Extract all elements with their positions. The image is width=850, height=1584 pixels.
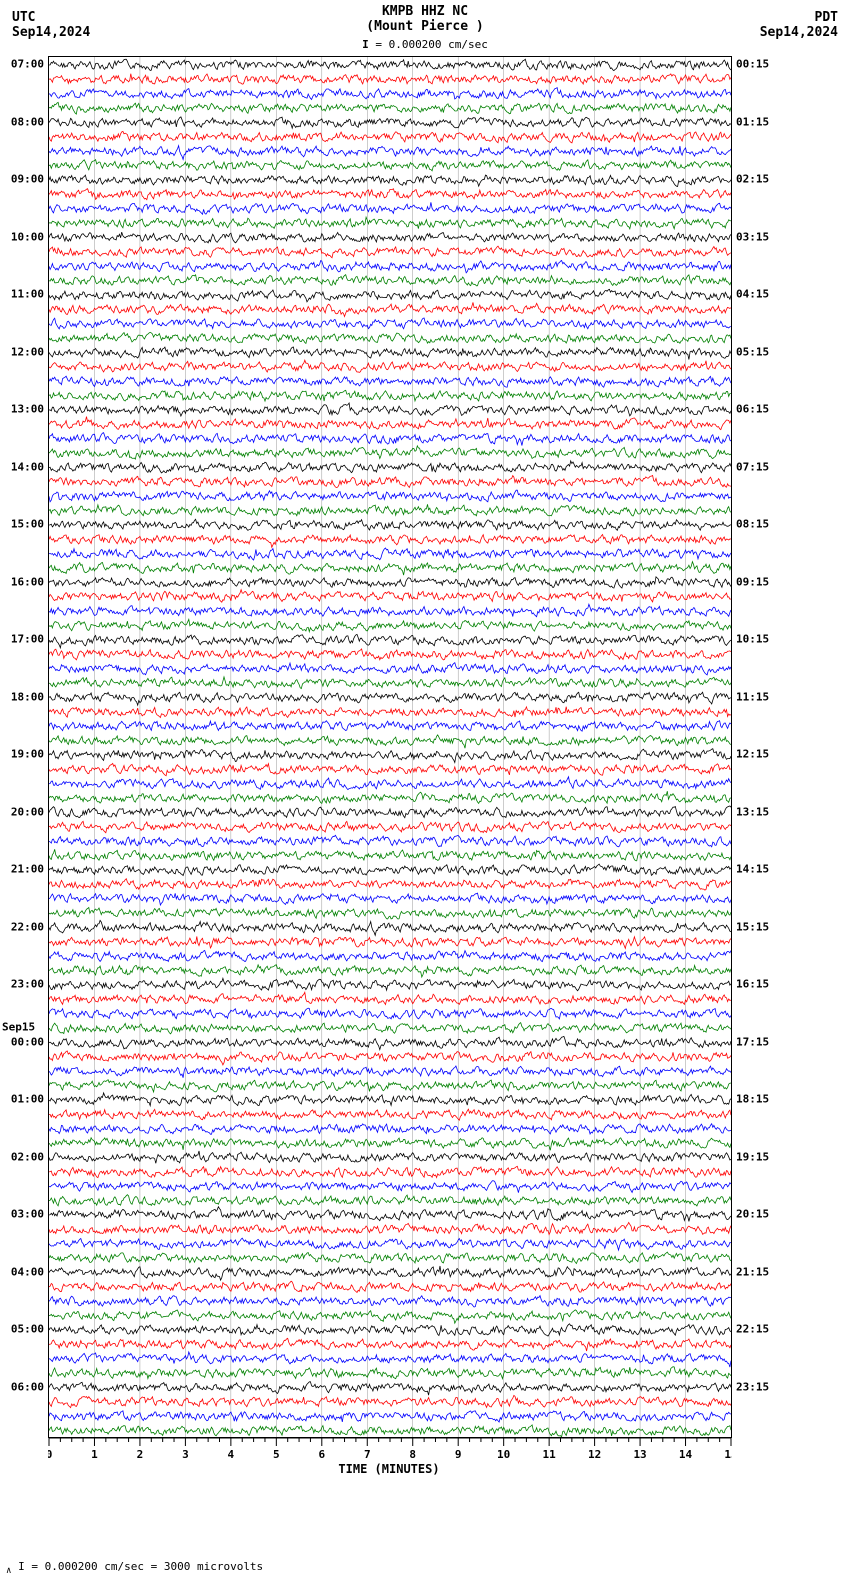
pdt-hour-label: 10:15 — [736, 633, 769, 646]
pdt-hour-label: 12:15 — [736, 748, 769, 761]
utc-date-label: Sep14,2024 — [12, 25, 90, 40]
pdt-hour-label: 08:15 — [736, 518, 769, 531]
pdt-time-labels: 00:15 01:15 02:15 03:15 04:15 05:15 06:15 07:15… — [734, 56, 794, 1436]
utc-hour-label: 07:00 — [11, 58, 44, 71]
utc-hour-label: 16:00 — [11, 575, 44, 588]
svg-text:5: 5 — [273, 1448, 280, 1460]
pdt-tz-label: PDT — [760, 10, 838, 25]
header: UTC Sep14,2024 KMPB HHZ NC (Mount Pierce… — [0, 0, 850, 50]
pdt-hour-label: 04:15 — [736, 288, 769, 301]
helicorder-plot — [48, 56, 732, 1438]
location-label: (Mount Pierce ) — [366, 19, 483, 34]
pdt-hour-label: 07:15 — [736, 460, 769, 473]
utc-hour-label: 18:00 — [11, 690, 44, 703]
pdt-hour-label: 02:15 — [736, 173, 769, 186]
pdt-hour-label: 21:15 — [736, 1265, 769, 1278]
day-marker: Sep15 — [2, 1021, 35, 1034]
utc-hour-label: 01:00 — [11, 1093, 44, 1106]
utc-hour-label: 05:00 — [11, 1323, 44, 1336]
svg-text:14: 14 — [679, 1448, 693, 1460]
header-right: PDT Sep14,2024 — [760, 10, 838, 40]
svg-text:8: 8 — [409, 1448, 416, 1460]
pdt-hour-label: 20:15 — [736, 1208, 769, 1221]
utc-hour-label: 23:00 — [11, 978, 44, 991]
utc-hour-label: 00:00 — [11, 1035, 44, 1048]
pdt-hour-label: 19:15 — [736, 1150, 769, 1163]
utc-hour-label: 20:00 — [11, 805, 44, 818]
utc-hour-label: 09:00 — [11, 173, 44, 186]
station-label: KMPB HHZ NC — [366, 4, 483, 19]
x-axis-ticks: 0123456789101112131415 — [48, 1438, 732, 1460]
pdt-hour-label: 01:15 — [736, 115, 769, 128]
svg-text:4: 4 — [228, 1448, 235, 1460]
pdt-hour-label: 22:15 — [736, 1323, 769, 1336]
utc-hour-label: 02:00 — [11, 1150, 44, 1163]
pdt-hour-label: 16:15 — [736, 978, 769, 991]
utc-hour-label: 13:00 — [11, 403, 44, 416]
utc-hour-label: 04:00 — [11, 1265, 44, 1278]
utc-hour-label: 08:00 — [11, 115, 44, 128]
utc-hour-label: 03:00 — [11, 1208, 44, 1221]
pdt-hour-label: 00:15 — [736, 58, 769, 71]
utc-hour-label: 11:00 — [11, 288, 44, 301]
pdt-hour-label: 03:15 — [736, 230, 769, 243]
utc-tz-label: UTC — [12, 10, 90, 25]
pdt-hour-label: 14:15 — [736, 863, 769, 876]
pdt-hour-label: 18:15 — [736, 1093, 769, 1106]
utc-hour-label: 06:00 — [11, 1380, 44, 1393]
pdt-hour-label: 05:15 — [736, 345, 769, 358]
pdt-hour-label: 17:15 — [736, 1035, 769, 1048]
pdt-date-label: Sep14,2024 — [760, 25, 838, 40]
footer-scale: ∧ I = 0.000200 cm/sec = 3000 microvolts — [6, 1560, 263, 1576]
utc-hour-label: 22:00 — [11, 920, 44, 933]
pdt-hour-label: 23:15 — [736, 1380, 769, 1393]
pdt-hour-label: 15:15 — [736, 920, 769, 933]
utc-hour-label: 14:00 — [11, 460, 44, 473]
utc-hour-label: 21:00 — [11, 863, 44, 876]
pdt-hour-label: 11:15 — [736, 690, 769, 703]
pdt-hour-label: 09:15 — [736, 575, 769, 588]
svg-text:12: 12 — [588, 1448, 601, 1460]
utc-hour-label: 15:00 — [11, 518, 44, 531]
utc-hour-label: 10:00 — [11, 230, 44, 243]
header-left: UTC Sep14,2024 — [12, 10, 90, 40]
svg-text:2: 2 — [137, 1448, 144, 1460]
scale-indicator: I = 0.000200 cm/sec — [362, 38, 488, 51]
svg-text:10: 10 — [497, 1448, 510, 1460]
svg-text:11: 11 — [543, 1448, 557, 1460]
utc-hour-label: 19:00 — [11, 748, 44, 761]
svg-text:7: 7 — [364, 1448, 371, 1460]
svg-text:3: 3 — [182, 1448, 189, 1460]
svg-text:13: 13 — [633, 1448, 646, 1460]
utc-hour-label: 12:00 — [11, 345, 44, 358]
utc-hour-label: 17:00 — [11, 633, 44, 646]
svg-text:9: 9 — [455, 1448, 462, 1460]
header-center: KMPB HHZ NC (Mount Pierce ) — [366, 4, 483, 34]
svg-text:6: 6 — [318, 1448, 325, 1460]
svg-text:0: 0 — [48, 1448, 52, 1460]
pdt-hour-label: 13:15 — [736, 805, 769, 818]
svg-text:1: 1 — [91, 1448, 98, 1460]
x-axis: 0123456789101112131415 TIME (MINUTES) — [48, 1438, 730, 1488]
pdt-hour-label: 06:15 — [736, 403, 769, 416]
utc-time-labels: 07:00 08:00 09:00 10:00 11:00 12:00 13:00 14:00… — [0, 56, 46, 1436]
x-axis-title: TIME (MINUTES) — [48, 1462, 730, 1476]
svg-text:15: 15 — [724, 1448, 732, 1460]
helicorder-container: UTC Sep14,2024 KMPB HHZ NC (Mount Pierce… — [0, 0, 850, 1584]
